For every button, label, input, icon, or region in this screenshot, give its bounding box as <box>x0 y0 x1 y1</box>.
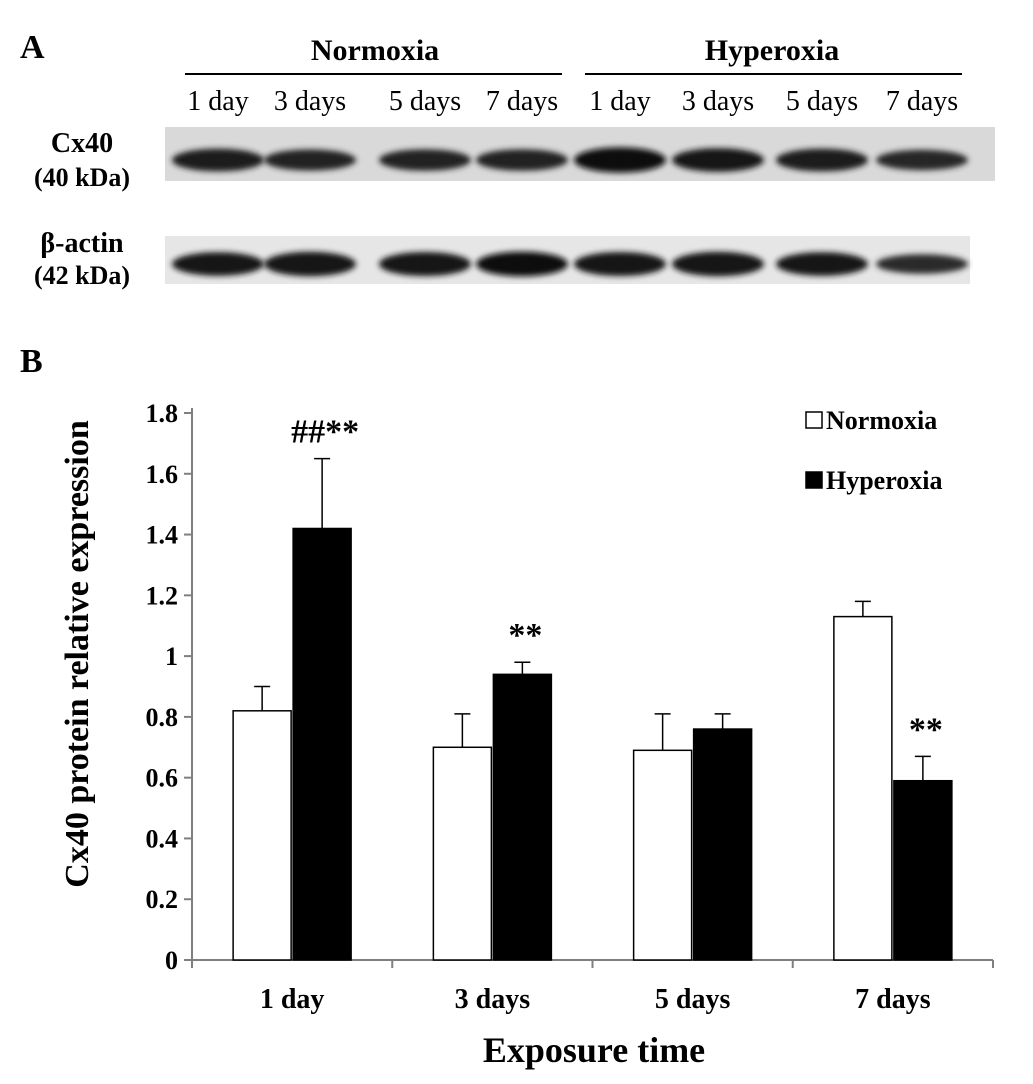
blot-band <box>776 148 868 172</box>
blot-band <box>476 251 568 277</box>
panel-b-label: B <box>20 343 43 380</box>
lane-label: 7 days <box>886 86 958 117</box>
lane-label: 7 days <box>486 86 558 117</box>
blot-name-cx40: Cx40 <box>51 128 113 159</box>
plot-area: 0 0.2 0.4 0.6 0.8 1 1.2 1.4 1.6 1.8 1 day 3 days 5 d… <box>146 399 994 1015</box>
y-tick-label: 1 <box>165 642 178 671</box>
lane-labels: 1 day 3 days 5 days 7 days 1 day 3 days 5 days… <box>187 86 958 117</box>
lane-label: 5 days <box>786 86 858 117</box>
legend: Normoxia Hyperoxia <box>805 406 943 495</box>
blot-band <box>574 147 666 173</box>
lane-label: 5 days <box>389 86 461 117</box>
group-label-normoxia: Normoxia <box>311 34 439 67</box>
lane-label: 3 days <box>274 86 346 117</box>
legend-label-normoxia: Normoxia <box>826 406 937 435</box>
significance-label: ** <box>508 617 542 654</box>
significance-label: ##** <box>291 414 359 451</box>
blot-name-actin: β-actin <box>40 228 124 259</box>
blot-band <box>574 251 666 277</box>
lane-label: 1 day <box>589 86 650 117</box>
lane-label: 3 days <box>682 86 754 117</box>
legend-swatch-normoxia <box>805 411 823 429</box>
blot-bands <box>172 147 968 277</box>
blot-band <box>776 252 868 276</box>
x-tick-label: 5 days <box>655 984 731 1015</box>
blot-band <box>672 148 764 172</box>
bar-hyperoxia <box>692 728 753 961</box>
blot-band <box>172 148 264 172</box>
bar-normoxia <box>432 746 493 961</box>
legend-label-hyperoxia: Hyperoxia <box>826 466 943 495</box>
blot-band <box>264 149 356 171</box>
y-tick-label: 0.6 <box>146 764 179 793</box>
blot-band <box>172 252 264 276</box>
group-label-hyperoxia: Hyperoxia <box>705 34 839 67</box>
y-axis-title: Cx40 protein relative expression <box>59 420 96 888</box>
blot-band <box>672 251 764 277</box>
blot-mw-cx40: (40 kDa) <box>34 163 130 192</box>
y-tick-label: 1.4 <box>146 521 179 550</box>
blot-band <box>476 149 568 171</box>
y-tick-label: 0 <box>165 946 178 975</box>
y-tick-label: 0.4 <box>146 824 179 853</box>
bar-hyperoxia <box>492 673 553 961</box>
panel-a-label: A <box>20 29 45 66</box>
bar-hyperoxia <box>292 527 352 961</box>
bar-normoxia <box>232 710 292 961</box>
lane-label: 1 day <box>187 86 248 117</box>
x-tick-label: 3 days <box>455 984 531 1015</box>
bar-hyperoxia <box>893 779 953 961</box>
bar-normoxia <box>833 615 893 961</box>
x-axis-title: Exposure time <box>483 1030 705 1070</box>
y-tick-label: 1.6 <box>146 460 179 489</box>
y-tick-label: 1.2 <box>146 581 179 610</box>
blot-mw-actin: (42 kDa) <box>34 261 130 290</box>
blot-band <box>876 254 968 274</box>
blot-band <box>379 149 471 171</box>
y-tick-label: 1.8 <box>146 399 179 428</box>
bar-normoxia <box>632 749 693 961</box>
blot-band <box>876 149 968 171</box>
significance-label: ** <box>909 711 943 748</box>
y-tick-label: 0.8 <box>146 703 179 732</box>
legend-swatch-hyperoxia <box>805 471 823 489</box>
blot-band <box>264 251 356 277</box>
y-tick-label: 0.2 <box>146 885 179 914</box>
x-tick-label: 7 days <box>855 984 931 1015</box>
blot-band <box>379 251 471 277</box>
x-tick-label: 1 day <box>260 984 325 1015</box>
